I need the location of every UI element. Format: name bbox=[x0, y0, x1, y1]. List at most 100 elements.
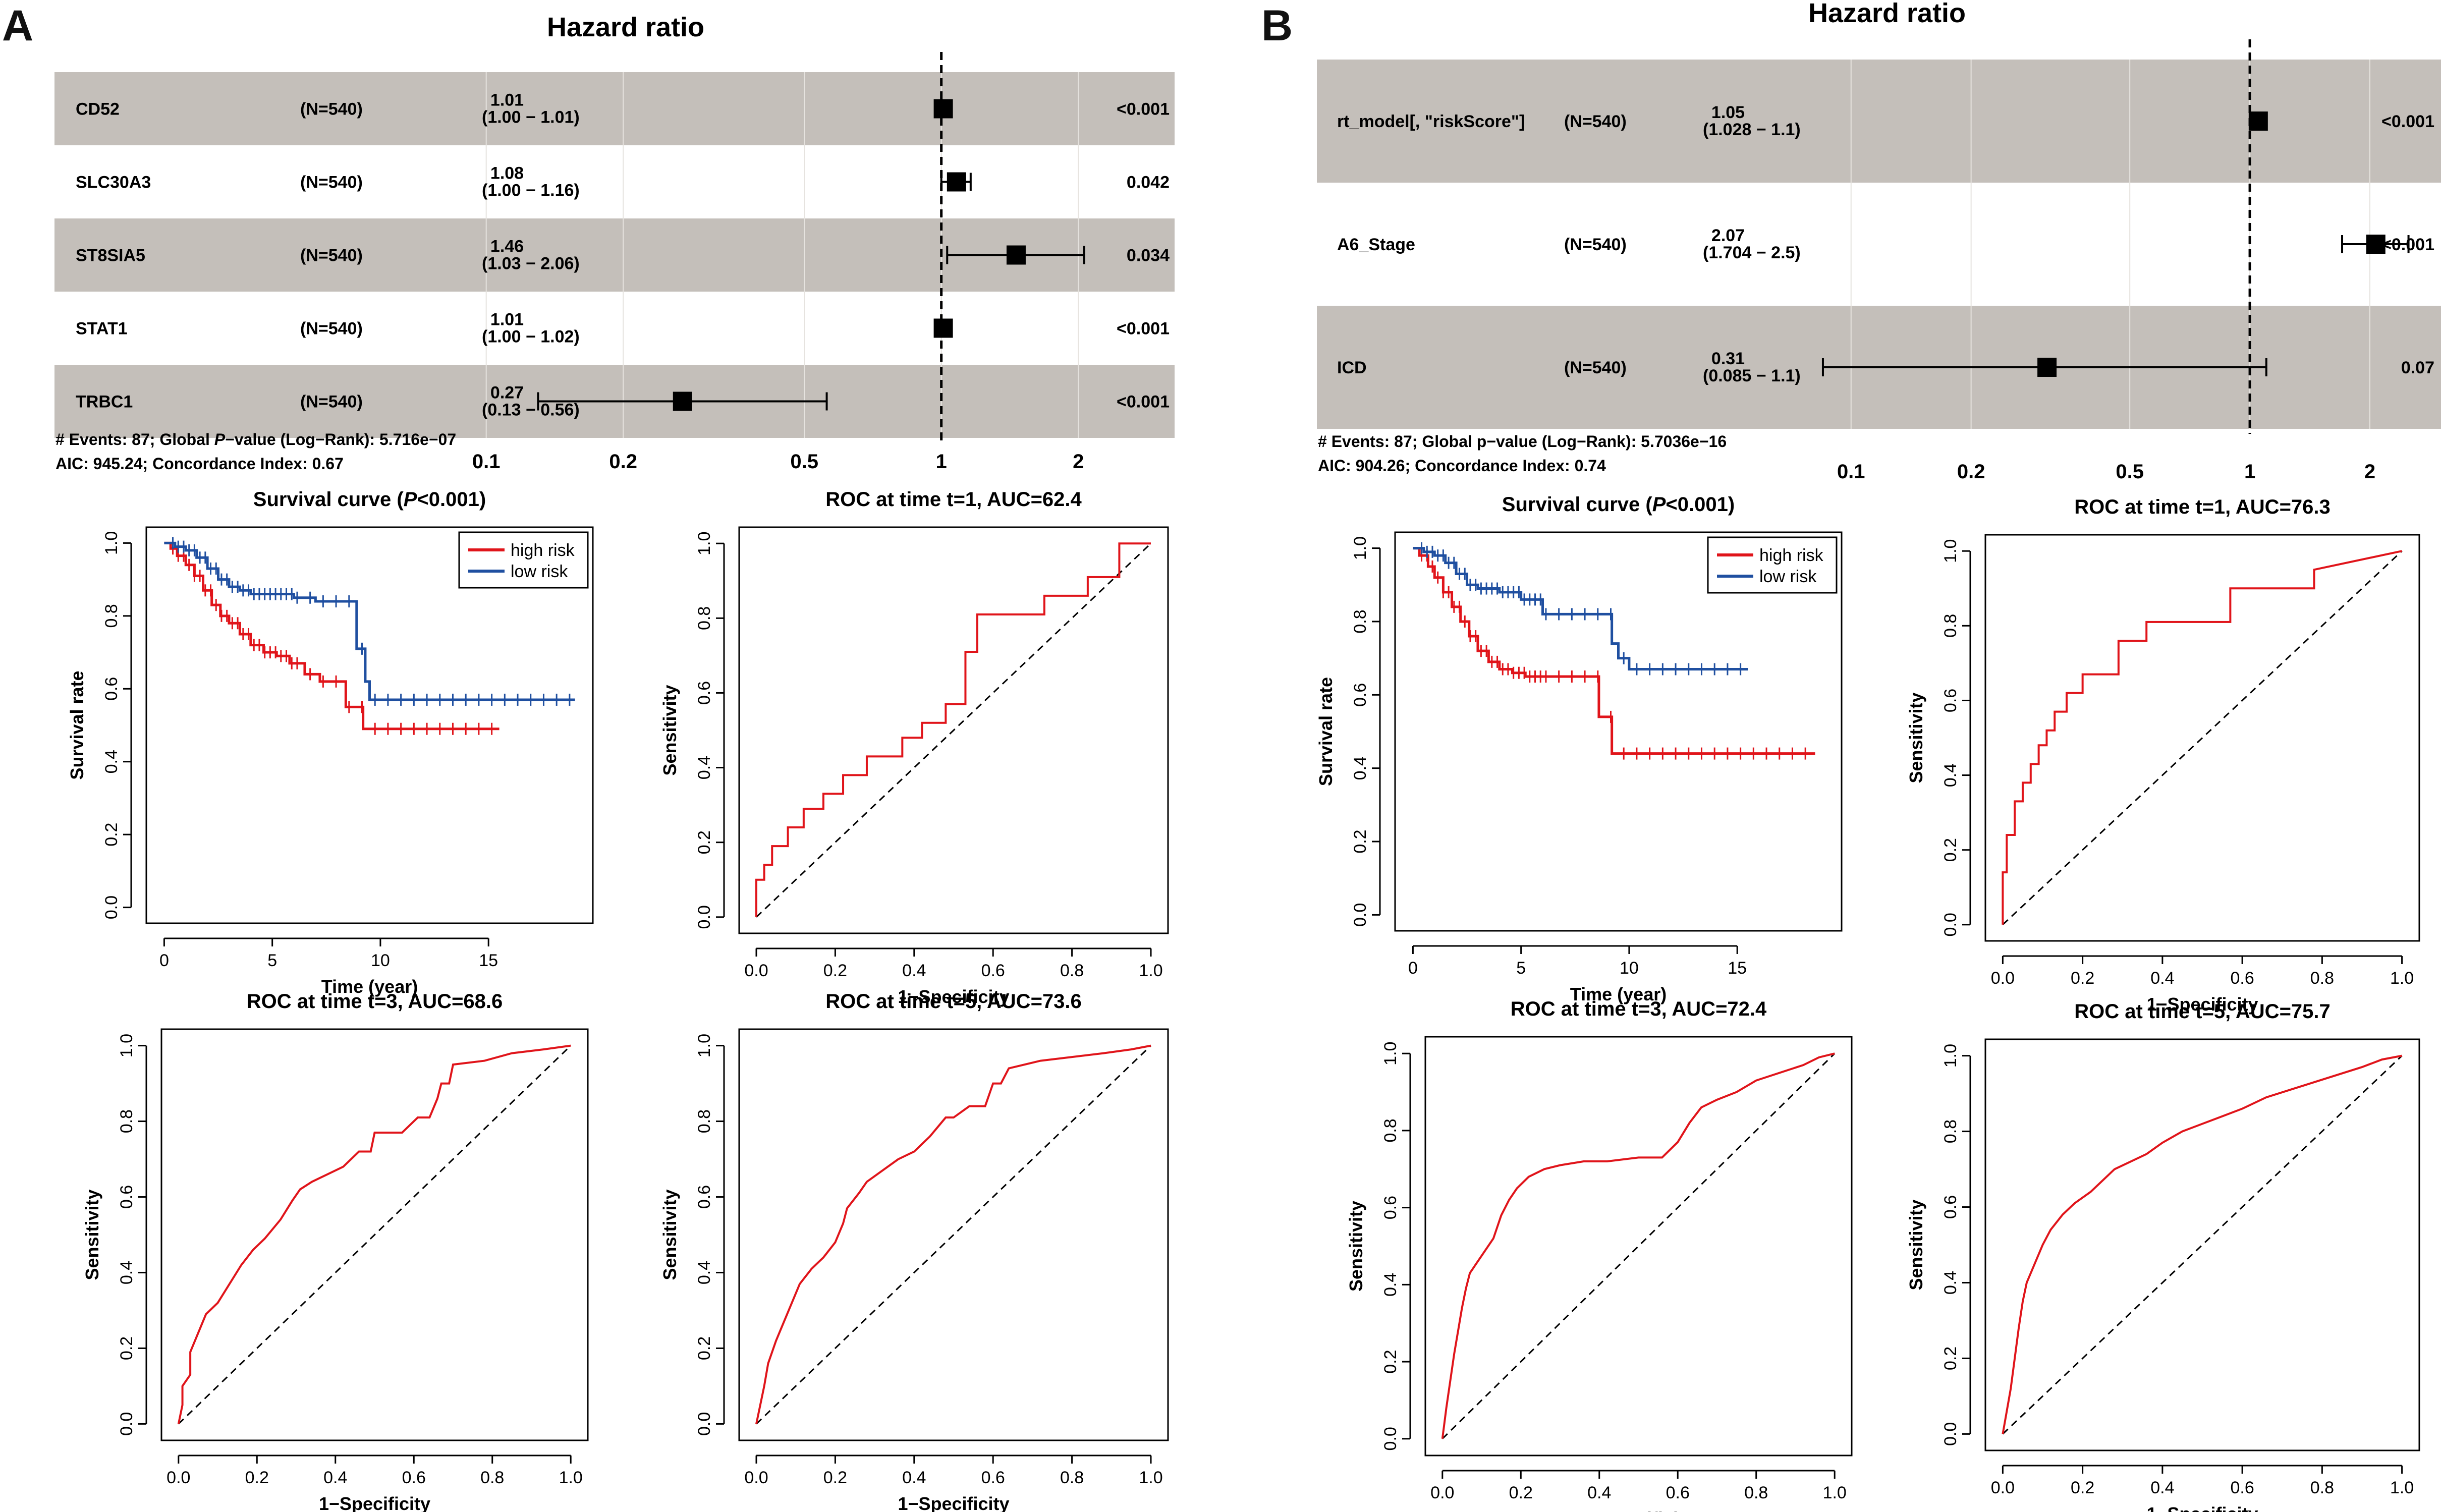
y-tick-label: 0.6 bbox=[1351, 683, 1370, 707]
plot-B-km: Survival curve (P<0.001) 0 5 10 15 0.0 0.2 0.4 0… bbox=[1315, 493, 1843, 1004]
forest-ci-value: (1.00 − 1.02) bbox=[482, 327, 580, 347]
km-curve-low-risk bbox=[164, 541, 575, 701]
legend-label: high risk bbox=[511, 541, 575, 560]
y-tick-label: 0.6 bbox=[1941, 689, 1960, 712]
roc-diagonal bbox=[1441, 1053, 1836, 1439]
x-tick-label: 0.4 bbox=[902, 1468, 926, 1487]
forest-variable-label: SLC30A3 bbox=[76, 173, 151, 192]
forest-ci-value: (1.00 − 1.16) bbox=[482, 181, 580, 200]
forest-ci-value: (1.03 − 2.06) bbox=[482, 254, 580, 273]
roc-curve bbox=[2002, 1054, 2402, 1434]
forest-n-label: (N=540) bbox=[300, 393, 363, 412]
y-tick-label: 0.0 bbox=[117, 1412, 136, 1436]
x-tick-label: 0.0 bbox=[744, 1468, 768, 1487]
x-tick-label: 1.0 bbox=[1139, 961, 1162, 980]
x-tick-label: 0.2 bbox=[823, 961, 847, 980]
forest-hr-value: 1.01 bbox=[490, 91, 524, 110]
y-axis-label: Sensitivity bbox=[1906, 1199, 1926, 1290]
y-tick-label: 0.8 bbox=[695, 1109, 714, 1133]
y-tick-label: 0.2 bbox=[695, 1336, 714, 1360]
forest-hr-point bbox=[933, 318, 953, 338]
forest-hr-point bbox=[2366, 235, 2385, 254]
plot-frame bbox=[738, 526, 1169, 934]
forest-variable-label: TRBC1 bbox=[76, 393, 133, 412]
x-tick-label: 0.2 bbox=[2071, 1478, 2094, 1497]
roc-diagonal bbox=[755, 543, 1152, 918]
plot-A-km: Survival curve (P<0.001) 0 5 10 15 0.0 0.2 0.4 0… bbox=[67, 488, 594, 997]
y-axis-label: Sensitivity bbox=[1906, 692, 1926, 783]
forest-x-tick-label: 2 bbox=[2364, 461, 2375, 483]
km-legend bbox=[1707, 536, 1838, 594]
forest-x-tick-label: 2 bbox=[1073, 451, 1084, 473]
y-tick-label: 0.4 bbox=[102, 750, 121, 773]
plot-title: Survival curve (P<0.001) bbox=[253, 488, 486, 511]
y-tick-label: 0.4 bbox=[1381, 1273, 1400, 1297]
forest-hr-value: 0.27 bbox=[490, 383, 524, 403]
y-tick-label: 0.8 bbox=[1381, 1118, 1400, 1142]
forest-ci-value: (1.704 − 2.5) bbox=[1703, 243, 1801, 262]
forest-n-label: (N=540) bbox=[300, 100, 363, 119]
x-axis-label: 1−Specificity bbox=[898, 986, 1009, 1007]
x-tick-label: 5 bbox=[1516, 959, 1526, 978]
y-tick-label: 1.0 bbox=[695, 532, 714, 555]
y-tick-label: 0.4 bbox=[695, 756, 714, 779]
plot-A-roc3: ROC at time t=3, AUC=68.6 0.0 0.2 0.4 0.6 0.8… bbox=[82, 990, 589, 1512]
x-tick-label: 0.6 bbox=[981, 961, 1005, 980]
y-tick-label: 0.2 bbox=[1941, 838, 1960, 862]
x-tick-label: 10 bbox=[1620, 959, 1639, 978]
forest-x-tick-label: 0.5 bbox=[790, 451, 818, 473]
forest-hr-point bbox=[947, 172, 966, 192]
y-tick-label: 0.4 bbox=[1941, 1271, 1960, 1295]
forest-hr-value: 1.08 bbox=[490, 164, 524, 183]
x-tick-label: 0.2 bbox=[823, 1468, 847, 1487]
x-tick-label: 0.6 bbox=[981, 1468, 1005, 1487]
x-tick-label: 0 bbox=[159, 951, 169, 970]
x-tick-label: 0.6 bbox=[402, 1468, 426, 1487]
forest-n-label: (N=540) bbox=[300, 173, 363, 192]
y-tick-label: 1.0 bbox=[1941, 539, 1960, 563]
forest-ci-value: (0.085 − 1.1) bbox=[1703, 366, 1801, 385]
x-tick-label: 0.4 bbox=[1587, 1483, 1611, 1502]
forest-hr-value: 1.46 bbox=[490, 237, 524, 256]
y-axis-label: Survival rate bbox=[1315, 677, 1336, 786]
x-tick-label: 15 bbox=[479, 951, 498, 970]
km-legend bbox=[458, 531, 589, 589]
x-axis-label: 1−Specificity bbox=[319, 1493, 430, 1512]
x-tick-label: 0.8 bbox=[1060, 1468, 1084, 1487]
forest-hr-point bbox=[673, 391, 692, 411]
forest-x-tick-label: 0.2 bbox=[1957, 461, 1985, 483]
x-tick-label: 0.6 bbox=[1666, 1483, 1690, 1502]
forest-variable-label: ICD bbox=[1337, 358, 1367, 377]
x-tick-label: 0.4 bbox=[2150, 969, 2174, 988]
forest-x-tick-label: 0.1 bbox=[1837, 461, 1865, 483]
x-tick-label: 0.6 bbox=[2230, 1478, 2254, 1497]
x-tick-label: 0.8 bbox=[2310, 969, 2334, 988]
x-axis-label: 1−Specificity bbox=[2146, 994, 2258, 1015]
forest-p-value: <0.001 bbox=[2381, 112, 2434, 131]
forest-x-tick-label: 1 bbox=[2244, 461, 2255, 483]
forest-variable-label: STAT1 bbox=[76, 319, 128, 339]
x-tick-label: 0.2 bbox=[2071, 969, 2094, 988]
forest-ci-value: (0.13 − 0.56) bbox=[482, 401, 580, 420]
forest-footnote-aic: AIC: 904.26; Concordance Index: 0.74 bbox=[1318, 457, 1606, 475]
km-curve-high-risk bbox=[164, 541, 500, 731]
forest-p-value: 0.034 bbox=[1127, 246, 1170, 265]
roc-diagonal bbox=[178, 1045, 572, 1425]
x-tick-label: 0.8 bbox=[1060, 961, 1084, 980]
forest-variable-label: rt_model[, "riskScore"] bbox=[1337, 112, 1525, 131]
x-tick-label: 1.0 bbox=[2390, 969, 2414, 988]
y-tick-label: 0.6 bbox=[1941, 1195, 1960, 1219]
y-axis-label: Sensitivity bbox=[82, 1189, 102, 1280]
x-tick-label: 0.2 bbox=[245, 1468, 269, 1487]
plot-title: ROC at time t=5, AUC=73.6 bbox=[825, 990, 1082, 1013]
x-tick-label: 0.8 bbox=[1744, 1483, 1768, 1502]
y-tick-label: 0.6 bbox=[117, 1185, 136, 1209]
forest-n-label: (N=540) bbox=[300, 319, 363, 339]
x-tick-label: 1.0 bbox=[1139, 1468, 1162, 1487]
plot-frame bbox=[145, 526, 594, 924]
roc-curve bbox=[755, 542, 1151, 917]
x-axis-label: 1−Specificity bbox=[2146, 1503, 2258, 1512]
x-tick-label: 0.8 bbox=[2310, 1478, 2334, 1497]
plot-B-roc3: ROC at time t=3, AUC=72.4 0.0 0.2 0.4 0.6 0.8… bbox=[1346, 998, 1853, 1512]
y-tick-label: 1.0 bbox=[117, 1034, 136, 1057]
